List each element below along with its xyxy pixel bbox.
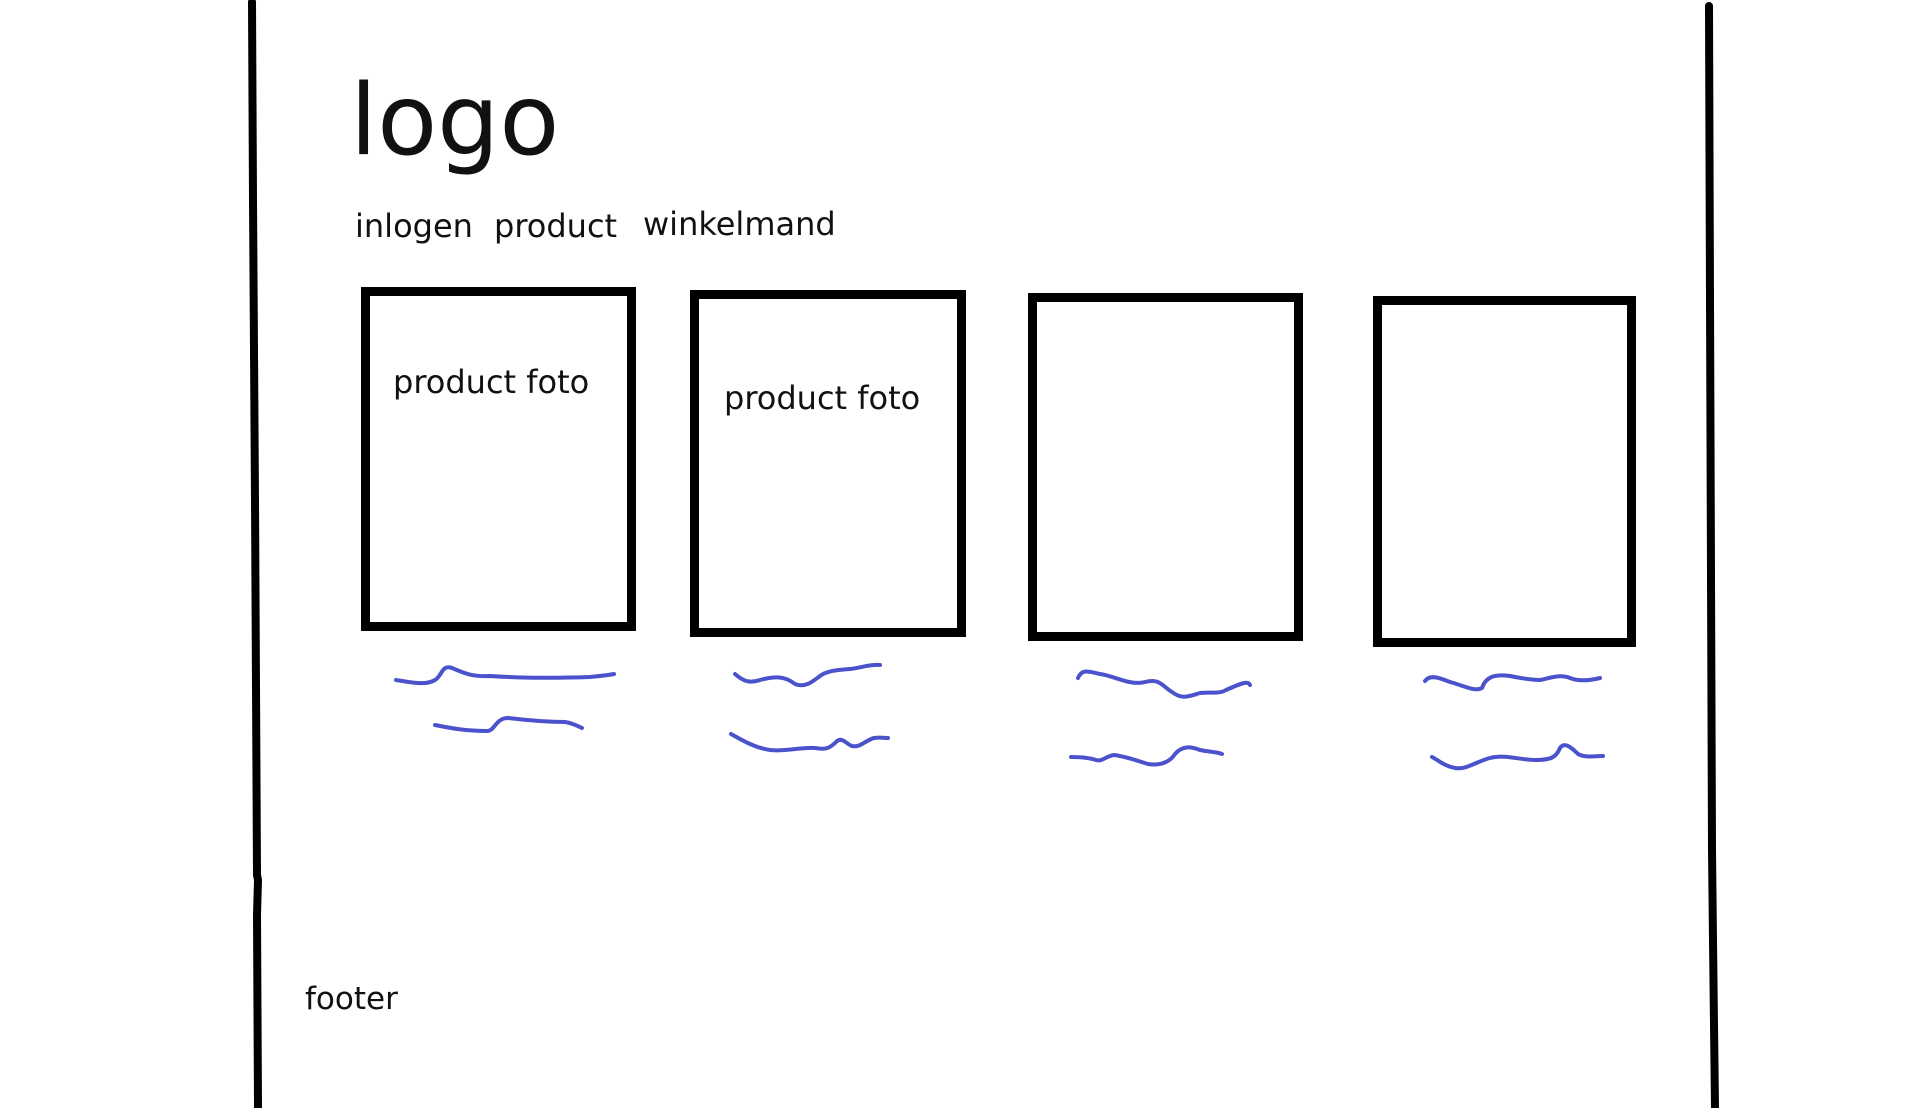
logo[interactable]: logo [350,64,560,178]
product-card-3[interactable] [1028,293,1303,641]
product-3-title-scribble [1076,669,1252,699]
product-photo-label: product foto [393,363,590,401]
nav-item-winkelmand[interactable]: winkelmand [643,205,836,243]
nav-item-product[interactable]: product [494,207,618,245]
product-card-4[interactable] [1373,296,1636,647]
product-4-title-scribble [1423,673,1602,692]
product-1-title-scribble [394,665,616,686]
product-3-price-scribble [1069,745,1224,767]
product-card-2[interactable]: product foto [690,290,966,637]
product-2-title-scribble [733,662,882,688]
page-right-border [1705,2,1719,1108]
product-4-price-scribble [1430,743,1605,771]
page-left-border [248,0,263,1108]
product-photo-label: product foto [724,379,921,417]
product-1-price-scribble [433,716,584,733]
product-2-price-scribble [729,732,890,753]
nav-item-inlogen[interactable]: inlogen [355,207,473,245]
product-card-1[interactable]: product foto [361,287,636,631]
footer-label: footer [305,981,398,1017]
